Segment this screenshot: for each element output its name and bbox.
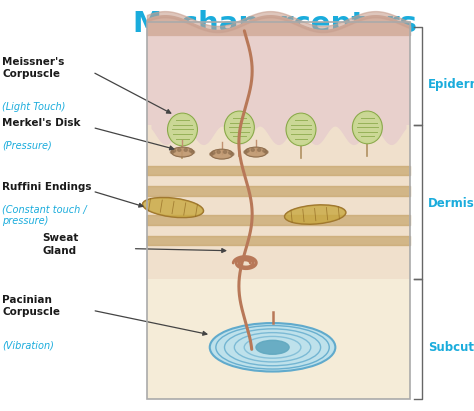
Text: (Vibration): (Vibration) xyxy=(2,341,54,351)
Ellipse shape xyxy=(285,205,346,224)
Text: Mechanorceptors: Mechanorceptors xyxy=(133,10,418,38)
Text: (Light Touch): (Light Touch) xyxy=(2,102,66,112)
Ellipse shape xyxy=(170,151,173,154)
Ellipse shape xyxy=(143,198,203,217)
Ellipse shape xyxy=(217,150,220,153)
Bar xyxy=(147,279,410,399)
Text: Sweat
Gland: Sweat Gland xyxy=(43,233,79,256)
Text: Merkel's Disk: Merkel's Disk xyxy=(2,118,81,128)
Ellipse shape xyxy=(263,149,266,152)
Text: Pacinian
Corpuscle: Pacinian Corpuscle xyxy=(2,295,60,317)
Ellipse shape xyxy=(210,153,213,155)
Ellipse shape xyxy=(184,148,187,151)
Text: Ruffini Endings: Ruffini Endings xyxy=(2,182,92,192)
Ellipse shape xyxy=(264,151,268,154)
Text: (Pressure): (Pressure) xyxy=(2,141,52,150)
Ellipse shape xyxy=(246,148,266,157)
Ellipse shape xyxy=(223,150,227,153)
Ellipse shape xyxy=(257,148,261,151)
Ellipse shape xyxy=(246,149,249,152)
Ellipse shape xyxy=(228,151,232,154)
Text: (Constant touch /
pressure): (Constant touch / pressure) xyxy=(2,204,87,226)
Ellipse shape xyxy=(244,151,247,154)
Ellipse shape xyxy=(178,148,181,151)
Bar xyxy=(147,22,410,399)
Text: Dermis: Dermis xyxy=(428,197,474,210)
Ellipse shape xyxy=(191,151,194,154)
Bar xyxy=(147,125,410,279)
Text: Meissner's
Corpuscle: Meissner's Corpuscle xyxy=(2,57,65,79)
Ellipse shape xyxy=(189,149,192,152)
Text: Epidermis: Epidermis xyxy=(428,78,474,91)
Ellipse shape xyxy=(211,150,232,159)
Ellipse shape xyxy=(251,148,255,151)
Ellipse shape xyxy=(354,112,381,143)
Ellipse shape xyxy=(211,324,334,371)
Ellipse shape xyxy=(172,148,193,157)
Ellipse shape xyxy=(256,340,289,354)
Ellipse shape xyxy=(226,112,253,143)
Ellipse shape xyxy=(169,114,196,145)
Ellipse shape xyxy=(231,153,234,155)
Text: Subcutaneous: Subcutaneous xyxy=(428,341,474,354)
Ellipse shape xyxy=(212,151,215,154)
Ellipse shape xyxy=(287,114,315,145)
Ellipse shape xyxy=(173,149,176,152)
Bar xyxy=(147,35,410,125)
